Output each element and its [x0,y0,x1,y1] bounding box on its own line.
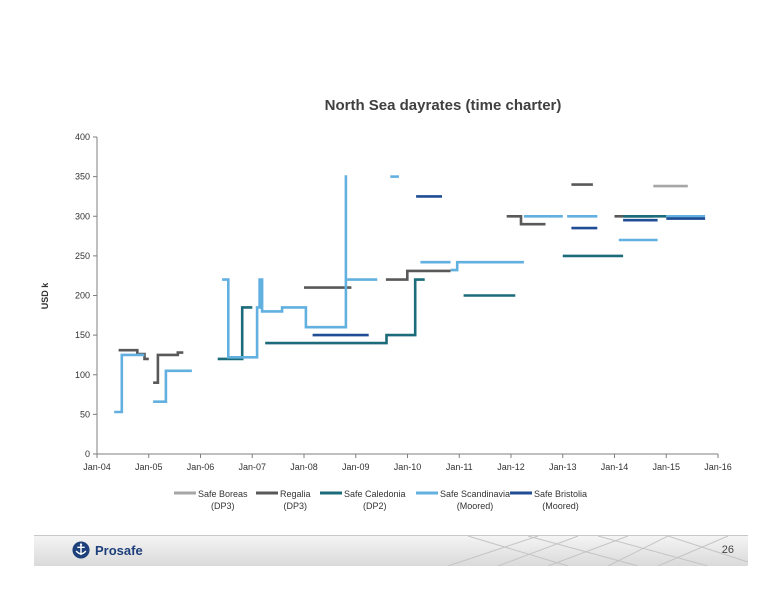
legend-sublabel: (DP3) [211,501,235,511]
series-segment [153,369,192,403]
x-tick-label: Jan-07 [238,462,266,472]
x-tick-label: Jan-16 [704,462,732,472]
chart-legend: Safe Boreas (DP3) Regalia (DP3) Safe Caledon… [174,489,587,511]
y-tick-label: 100 [75,370,90,380]
legend-label: Safe Boreas [198,489,248,499]
chart-axes: 0 50 100 150 200 250 300 350 400 Jan-04 Jan-05 Jan-… [75,132,732,472]
footer-decoration [447,536,748,566]
legend-sublabel: (Moored) [457,501,494,511]
legend-item: Safe Caledonia (DP2) [320,489,406,511]
legend-item: Regalia (DP3) [256,489,311,511]
x-tick-label: Jan-13 [549,462,577,472]
x-tick-label: Jan-14 [601,462,629,472]
y-tick-label: 0 [85,449,90,459]
x-tick-label: Jan-08 [290,462,318,472]
x-tick-label: Jan-11 [446,462,473,472]
x-tick-label: Jan-10 [394,462,422,472]
chart-title: North Sea dayrates (time charter) [325,97,562,114]
series-1 [118,183,654,384]
series-segment [114,353,145,414]
series-segment [153,351,184,384]
series-segment [385,269,451,281]
footer-bar: Prosafe 26 [34,535,748,566]
series-segment [506,215,546,226]
x-tick-label: Jan-12 [497,462,525,472]
y-tick-label: 300 [75,211,90,221]
y-axis-label: USD k [40,282,50,310]
chart-series [114,175,706,414]
anchor-logo-icon [72,541,90,559]
series-segment [222,175,348,359]
y-tick-label: 250 [75,251,90,261]
y-tick-label: 200 [75,291,90,301]
legend-label: Regalia [280,489,311,499]
y-tick-label: 150 [75,330,90,340]
x-tick-label: Jan-05 [135,462,163,472]
legend-sublabel: (DP2) [363,501,387,511]
legend-item: Safe Scandinavia (Moored) [416,489,510,511]
logo-text: Prosafe [95,542,143,558]
page-number: 26 [721,544,734,556]
y-tick-label: 350 [75,172,90,182]
chart: North Sea dayrates (time charter) USD k … [40,97,732,511]
series-segment [265,278,425,345]
series-2 [217,215,667,361]
legend-label: Safe Bristolia [534,489,587,499]
series-4 [312,195,706,337]
x-tick-label: Jan-06 [187,462,215,472]
series-segment [450,260,524,272]
legend-label: Safe Scandinavia [440,489,510,499]
legend-item: Safe Boreas (DP3) [174,489,248,511]
legend-label: Safe Caledonia [344,489,406,499]
series-3 [114,175,706,414]
legend-item: Safe Bristolia (Moored) [510,489,587,511]
legend-sublabel: (DP3) [284,501,308,511]
y-tick-label: 400 [75,132,90,142]
x-tick-label: Jan-09 [342,462,370,472]
series-segment [217,306,253,361]
x-tick-label: Jan-04 [83,462,111,472]
legend-sublabel: (Moored) [542,501,579,511]
y-tick-label: 50 [80,409,90,419]
x-tick-label: Jan-15 [652,462,680,472]
prosafe-logo: Prosafe [72,541,143,559]
